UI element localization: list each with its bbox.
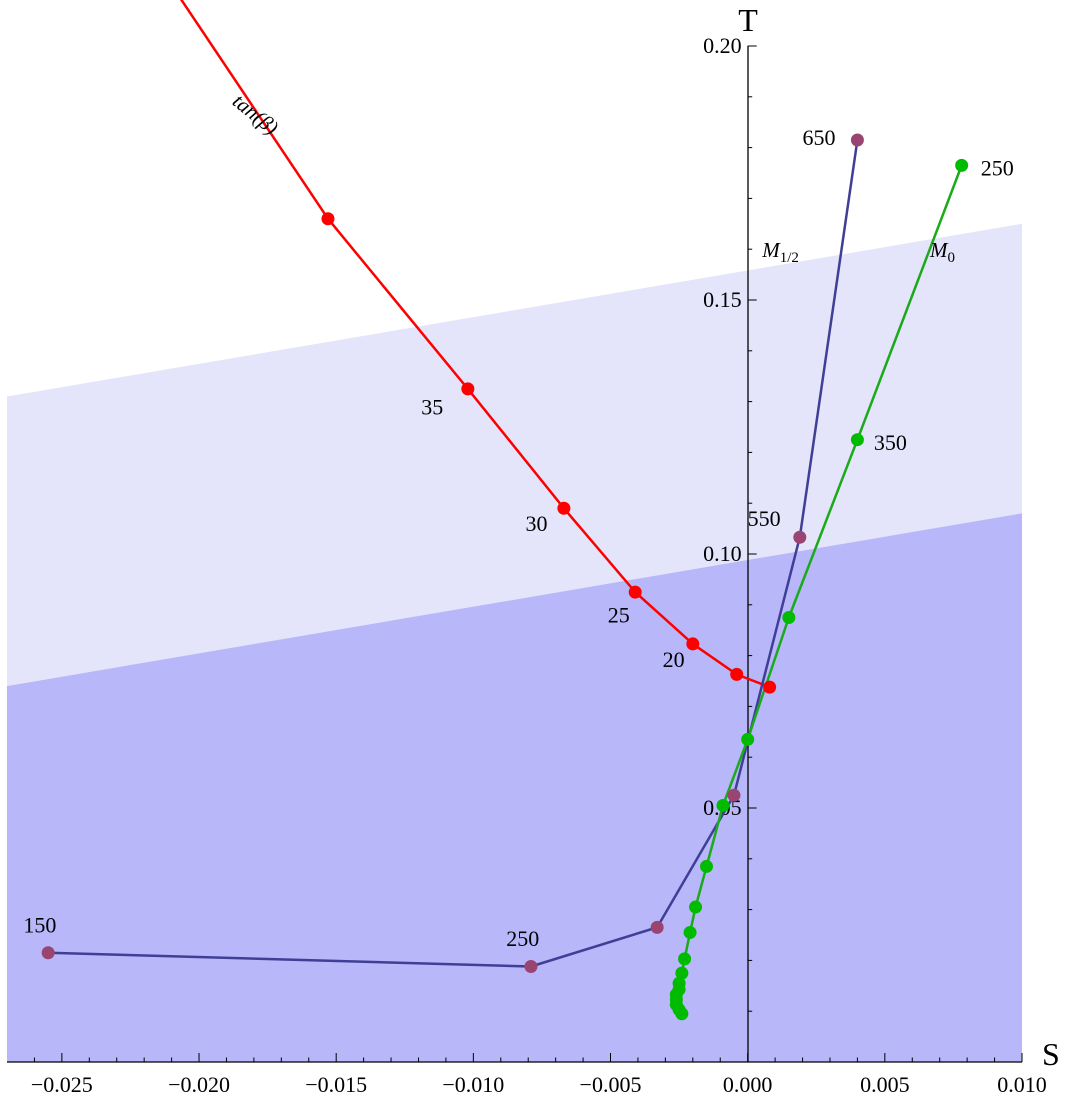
m0-point	[672, 976, 686, 990]
x-tick-label: −0.010	[442, 1072, 504, 1097]
tan-beta-point	[321, 212, 335, 226]
y-tick-label: 0.15	[703, 287, 742, 312]
m0-point-label: 250	[981, 156, 1014, 181]
m-half-line	[48, 139, 859, 968]
m0-point	[782, 611, 796, 624]
m0-point	[683, 925, 697, 939]
x-tick-label: 0.000	[723, 1072, 773, 1097]
m-half-point-label: 650	[803, 125, 836, 150]
m0-point	[678, 952, 692, 966]
tan-beta-point	[730, 667, 744, 681]
m-half-series-subscript: 1/2	[780, 250, 799, 266]
tan-beta-point	[557, 501, 571, 515]
m0-point	[689, 900, 703, 914]
x-tick-label: 0.010	[997, 1072, 1047, 1097]
m0-point	[675, 966, 689, 980]
m0-point	[850, 433, 864, 447]
tan-beta-point-label: 20	[663, 647, 685, 672]
m-half-point	[650, 920, 664, 934]
band-inner	[7, 513, 1022, 1062]
m0-series-subscript: 0	[947, 250, 955, 266]
m-half-point	[793, 530, 807, 544]
x-tick-label: −0.015	[305, 1072, 367, 1097]
y-tick-label: 0.20	[703, 33, 742, 58]
y-tick-label: 0.10	[703, 541, 742, 566]
m-half-point	[850, 133, 864, 147]
m-half-point-label: 150	[23, 912, 56, 937]
m-half-point-label: 550	[748, 506, 781, 531]
m-half-point-label: 250	[506, 926, 539, 951]
tan-beta-point-label: 35	[421, 394, 443, 419]
m0-point	[741, 732, 755, 746]
tan-beta-point	[763, 680, 777, 694]
x-tick-label: 0.005	[860, 1072, 910, 1097]
m0-point-label: 350	[874, 430, 907, 455]
tan-beta-point	[461, 382, 475, 396]
m0-point	[716, 798, 730, 812]
tan-beta-point	[686, 637, 700, 651]
bands-layer	[7, 223, 1022, 1063]
x-tick-label: −0.025	[31, 1072, 93, 1097]
x-axis-title: S	[1042, 1036, 1060, 1072]
tan-beta-series-label: tan(β)	[228, 89, 283, 140]
y-axis-title: T	[738, 2, 758, 38]
m0-point	[700, 859, 714, 873]
m-half-point	[41, 946, 55, 960]
m-half-series-label: M1/2	[761, 238, 799, 266]
x-tick-label: −0.005	[580, 1072, 642, 1097]
points-layer	[41, 133, 969, 1021]
m0-point	[955, 158, 969, 172]
tan-beta-point-label: 30	[525, 511, 547, 536]
tan-beta-point-label: 25	[608, 603, 630, 628]
tan-beta-line-extension	[179, 0, 329, 220]
m-half-point	[727, 788, 741, 802]
tan-beta-point	[628, 585, 642, 599]
x-tick-label: −0.020	[168, 1072, 230, 1097]
ticks-layer: −0.025 −0.020 −0.015 −0.010 −0.005 0.000 0.005…	[31, 33, 1047, 1097]
m-half-point	[524, 959, 538, 973]
